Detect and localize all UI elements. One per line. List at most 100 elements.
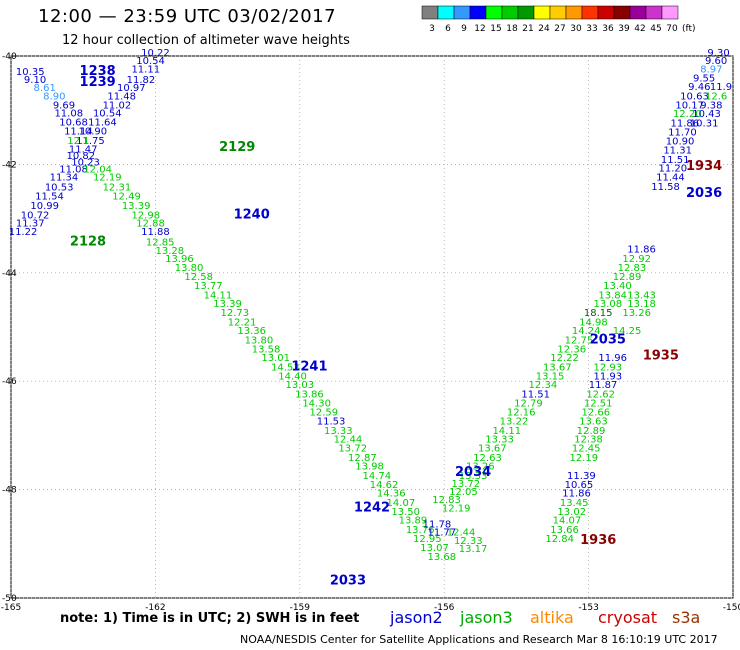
swh-value-label: 9.46 [688,82,710,93]
swh-value-label: 10.43 [692,109,721,120]
legend-value-label: 9 [461,24,467,34]
swh-value-label: 12.19 [93,173,122,184]
swh-value-label: 11.08 [59,165,88,176]
swh-value-label: 11.88 [141,227,170,238]
swh-value-label: 14.40 [278,372,307,383]
swh-value-label: 13.17 [459,544,488,555]
swh-value-label: 12.38 [574,434,603,445]
swh-value-label: 13.26 [622,308,651,319]
swh-value-label: 14.07 [387,498,416,509]
swh-value-label: 11.51 [521,389,550,400]
swh-value-label: 10.63 [680,91,709,102]
swh-value-label: 13.58 [252,344,281,355]
swh-value-label: 14.07 [553,516,582,527]
swh-value-label: 13.80 [245,335,274,346]
swh-value-label: 11.64 [88,117,117,128]
swh-value-label: 12.36 [557,344,586,355]
swh-value-label: 12.73 [220,308,249,319]
legend-jason2: jason2 [390,608,443,627]
legend-jason3: jason3 [460,608,513,627]
swh-value-label: 11.70 [668,128,697,139]
swh-value-label: 12.87 [348,453,377,464]
swh-value-label: 18.15 [584,308,613,319]
swh-value-label: 11.22 [9,227,38,238]
map-title: 12:00 — 23:59 UTC 03/02/2017 [38,6,337,27]
swh-value-label: 12.22 [550,353,579,364]
swh-value-label: 11.58 [651,182,680,193]
swh-value-label: 11.54 [35,192,64,203]
legend-value-label: 36 [602,24,614,34]
swh-value-label: 11.02 [103,101,132,112]
swh-value-label: 14.24 [572,326,601,337]
swh-value-label: 13.43 [627,290,656,301]
swh-value-label: 12.34 [529,380,558,391]
swh-value-label: 11.78 [423,520,452,531]
lon-tick-label: -156 [434,603,455,613]
swh-value-label: 12.62 [586,389,615,400]
legend-value-label: 21 [522,24,533,34]
swh-value-label: 13.72 [338,444,367,455]
pass-time-label: 1936 [580,533,616,548]
swh-value-label: 11.14 [64,127,93,138]
swh-value-label: 13.50 [391,507,420,518]
legend-swatch [661,5,679,20]
swh-value-label: 11.53 [317,417,346,428]
legend-value-label: 27 [554,24,565,34]
swh-value-label: 12.31 [103,182,132,193]
swh-value-label: 9.69 [53,101,75,112]
swh-value-label: 10.99 [30,201,59,212]
legend-value-label: 33 [586,24,597,34]
swh-value-label: 11.39 [567,471,596,482]
legend-value-label: 30 [570,24,582,34]
swh-value-label: 8.90 [43,91,65,102]
swh-value-label: 13.77 [194,281,223,292]
swh-value-label: 11.86 [562,489,591,500]
lon-tick-label: -165 [1,603,21,613]
swh-value-label: 11.47 [69,144,98,155]
swh-value-label: 14.25 [613,326,642,337]
swh-value-label: 11.75 [76,136,105,147]
swh-value-label: 12.1 [67,136,89,147]
swh-value-label: 12.83 [618,263,647,274]
swh-value-label: 13.33 [324,426,353,437]
swh-value-label: 10.90 [666,136,695,147]
swh-value-label: 13.80 [175,263,204,274]
swh-value-label: 8.61 [34,83,56,94]
legend-value-label: 18 [506,24,518,34]
pass-time-label: 2129 [219,140,255,155]
swh-value-label: 8.97 [700,64,722,75]
swh-value-label: 11.77 [427,528,456,539]
swh-value-label: 12.92 [622,254,651,265]
lon-tick-label: -150 [723,603,740,613]
swh-value-label: 12.84 [545,534,574,545]
swh-value-label: 12.6 [705,91,727,102]
swh-value-label: 13.40 [603,281,632,292]
swh-value-label: 10.31 [690,118,719,129]
swh-value-label: 13.28 [156,246,185,257]
swh-value-label: 12.59 [310,407,339,418]
legend-value-label: 42 [634,24,645,34]
swh-value-label: 12.19 [442,503,471,514]
swh-value-label: 11.87 [589,380,618,391]
pass-time-label: 1238 [80,64,116,79]
swh-value-label: 12.44 [334,434,363,445]
swh-value-label: 13.84 [598,290,627,301]
swh-value-label: 14.36 [377,489,406,500]
swh-value-label: 13.15 [536,372,565,383]
legend-value-label: 24 [538,24,550,34]
lat-tick-label: -44 [2,269,17,279]
swh-value-label: 13.98 [355,462,384,473]
swh-value-label: 12.21 [228,317,257,328]
swh-value-label: 9.60 [705,56,727,67]
swh-value-label: 14.11 [492,426,521,437]
swh-value-label: 13.03 [285,380,314,391]
swh-value-label: 10.23 [71,157,100,168]
pass-time-label: 1239 [80,75,116,90]
pass-time-label: 2035 [590,332,626,347]
swh-value-label: 12.98 [131,211,160,222]
swh-value-label: 11.96 [598,353,627,364]
swh-value-label: 12.89 [613,272,642,283]
pass-time-label: 1242 [354,500,390,515]
swh-value-label: 13.33 [485,434,514,445]
swh-value-label: 13.22 [500,417,529,428]
